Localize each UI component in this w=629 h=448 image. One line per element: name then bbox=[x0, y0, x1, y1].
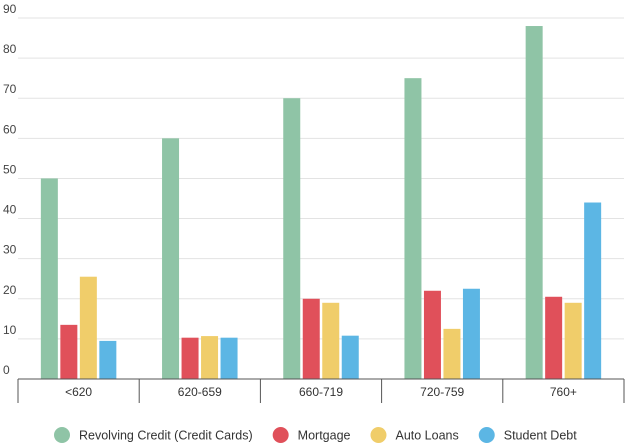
bar bbox=[525, 26, 543, 380]
y-tick-label: 50 bbox=[3, 162, 17, 176]
bar bbox=[404, 78, 422, 380]
bar bbox=[341, 335, 359, 379]
y-tick-label: 60 bbox=[3, 122, 17, 136]
legend: Revolving Credit (Credit Cards) Mortgage A… bbox=[54, 427, 577, 443]
bar bbox=[99, 340, 117, 379]
y-tick-label: 80 bbox=[3, 42, 17, 56]
legend-item: Student Debt bbox=[478, 427, 577, 443]
legend-label: Student Debt bbox=[504, 429, 577, 443]
y-tick-label: 0 bbox=[3, 363, 10, 377]
x-axis: <620 620-659 660-719 720-759 760+ bbox=[17, 378, 625, 403]
legend-swatch bbox=[478, 427, 495, 443]
legend-item: Auto Loans bbox=[370, 427, 459, 443]
bar bbox=[181, 337, 199, 379]
bar bbox=[60, 324, 78, 379]
bar bbox=[220, 337, 238, 379]
bar bbox=[322, 302, 340, 379]
bar bbox=[201, 336, 219, 379]
bars bbox=[40, 26, 602, 380]
legend-label: Auto Loans bbox=[395, 429, 458, 443]
y-tick-label: 90 bbox=[3, 2, 17, 16]
bar bbox=[40, 178, 58, 379]
bar bbox=[79, 276, 97, 379]
x-category-label: 720-759 bbox=[420, 385, 464, 399]
legend-item: Mortgage bbox=[272, 427, 351, 443]
legend-swatch bbox=[370, 427, 387, 443]
bar bbox=[283, 98, 301, 379]
bar bbox=[564, 302, 582, 379]
y-tick-label: 40 bbox=[3, 203, 17, 217]
y-tick-label: 10 bbox=[3, 323, 17, 337]
bar bbox=[545, 296, 563, 379]
legend-swatch bbox=[272, 427, 289, 443]
gridlines bbox=[18, 17, 624, 340]
x-category-label: <620 bbox=[65, 385, 92, 399]
y-tick-label: 70 bbox=[3, 82, 17, 96]
bar bbox=[162, 138, 180, 379]
legend-label: Revolving Credit (Credit Cards) bbox=[79, 429, 253, 443]
x-category-label: 660-719 bbox=[299, 385, 343, 399]
legend-item: Revolving Credit (Credit Cards) bbox=[54, 427, 253, 443]
y-tick-label: 20 bbox=[3, 283, 17, 297]
bar bbox=[423, 290, 441, 379]
x-category-label: 620-659 bbox=[178, 385, 222, 399]
bar bbox=[443, 328, 461, 379]
bar bbox=[584, 202, 602, 379]
bar bbox=[462, 288, 480, 379]
y-axis-ticks: 0 10 20 30 40 50 60 70 80 90 bbox=[3, 2, 17, 377]
legend-swatch bbox=[54, 427, 70, 443]
bar bbox=[302, 298, 320, 379]
legend-label: Mortgage bbox=[298, 429, 351, 443]
x-category-label: 760+ bbox=[550, 385, 577, 399]
y-tick-label: 30 bbox=[3, 243, 17, 257]
